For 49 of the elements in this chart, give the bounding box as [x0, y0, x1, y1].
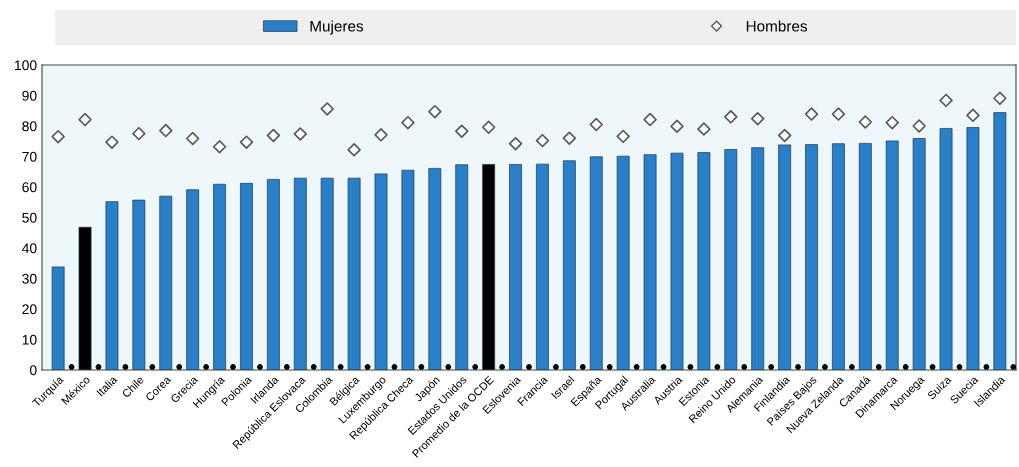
bar — [643, 154, 657, 370]
legend-label: Hombres — [746, 20, 807, 32]
bar — [105, 201, 119, 370]
y-tick-label: 90 — [22, 90, 37, 101]
bar — [536, 163, 549, 370]
bar — [858, 143, 872, 370]
y-tick-label: 30 — [22, 273, 37, 284]
y-tick-label: 70 — [22, 151, 37, 162]
bar — [159, 195, 173, 370]
bar — [293, 177, 307, 370]
bar — [132, 199, 146, 370]
bar — [993, 112, 1007, 370]
legend-label: Mujeres — [310, 20, 364, 35]
bar — [832, 143, 845, 370]
bar — [482, 164, 496, 370]
bar — [670, 152, 684, 370]
bar — [509, 164, 522, 370]
y-tick-label: 20 — [22, 304, 37, 315]
bar — [320, 177, 334, 370]
bar — [213, 183, 226, 370]
bar — [186, 189, 200, 370]
y-tick-label: 60 — [22, 182, 37, 193]
bar — [562, 160, 576, 370]
bar — [240, 182, 253, 370]
bar — [455, 164, 469, 370]
y-tick-label: 50 — [22, 212, 37, 223]
bar — [697, 152, 711, 370]
bar — [374, 173, 388, 370]
y-tick-label: 10 — [22, 334, 37, 345]
bar — [266, 179, 280, 370]
bar — [347, 177, 361, 370]
bar — [616, 155, 630, 370]
y-tick-label: 100 — [15, 60, 37, 71]
y-tick-label: 80 — [22, 121, 37, 132]
bar — [805, 144, 818, 370]
bar — [778, 144, 792, 370]
bar — [912, 138, 926, 370]
bar — [751, 147, 765, 370]
bar — [724, 149, 738, 370]
bar — [51, 266, 65, 370]
bar — [939, 128, 953, 370]
y-tick-label: 0 — [29, 365, 37, 376]
bar — [428, 168, 442, 370]
y-tick-label: 40 — [22, 243, 37, 254]
bar — [78, 226, 92, 370]
bar — [966, 127, 980, 370]
bar — [589, 156, 603, 370]
bar — [885, 140, 899, 370]
bar — [401, 169, 415, 370]
